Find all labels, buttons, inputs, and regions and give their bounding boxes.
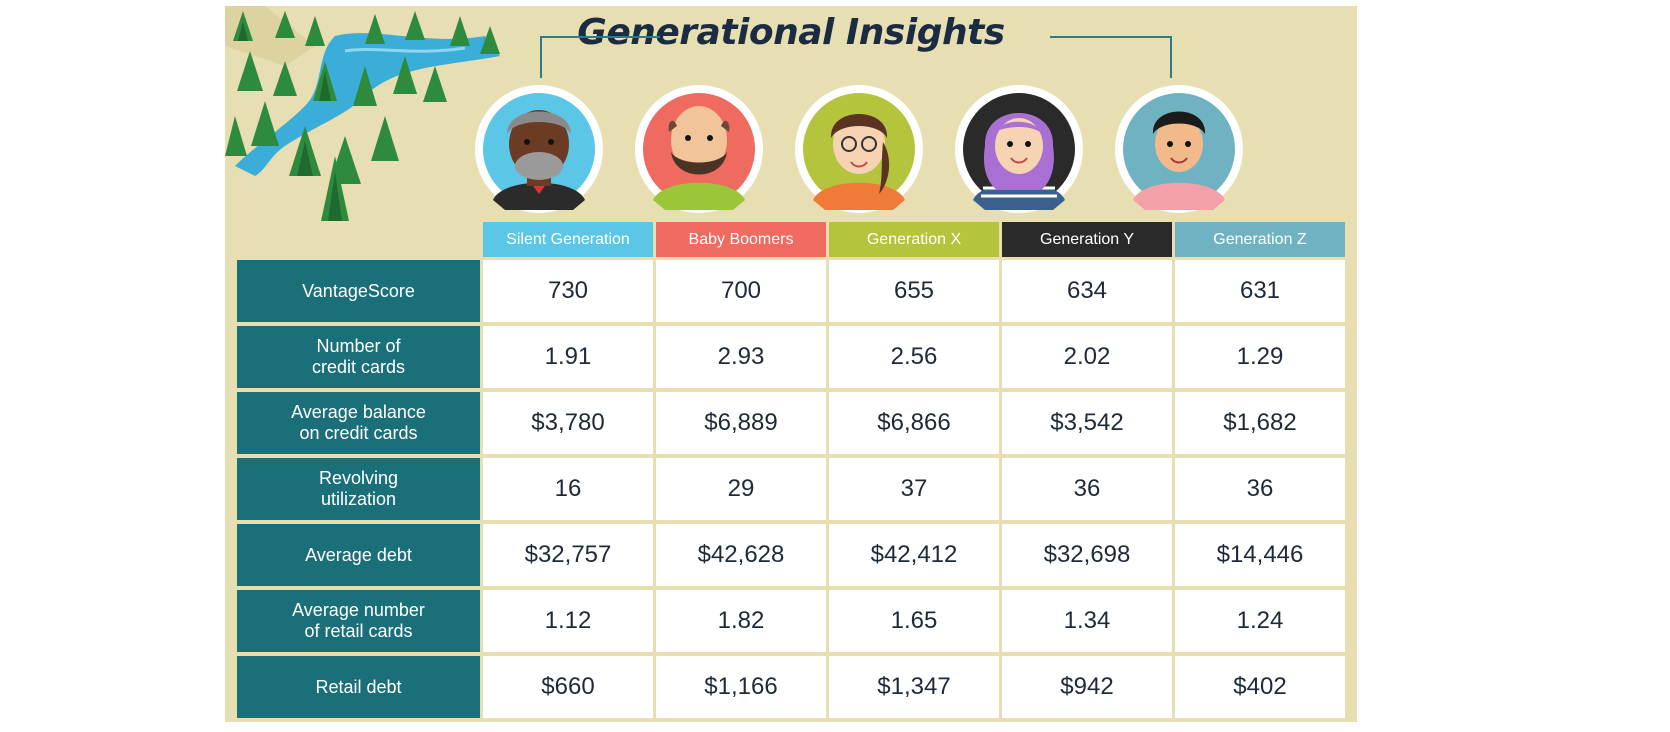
cell-generation-y: 634	[1002, 260, 1172, 322]
baby-boomers-avatar	[623, 82, 775, 216]
row-label: Average debt	[237, 524, 480, 586]
cell-generation-x: $1,347	[829, 656, 999, 718]
cell-generation-y: 36	[1002, 458, 1172, 520]
row-label: Average number of retail cards	[237, 590, 480, 652]
title-bracket-right	[1050, 36, 1170, 38]
cell-baby-boomers: 1.82	[656, 590, 826, 652]
cell-generation-y: $3,542	[1002, 392, 1172, 454]
cell-generation-z: $1,682	[1175, 392, 1345, 454]
cell-generation-x: 655	[829, 260, 999, 322]
forest-river-illustration	[225, 6, 500, 221]
cell-generation-x: $42,412	[829, 524, 999, 586]
cell-generation-z: 1.29	[1175, 326, 1345, 388]
cell-silent-generation: 1.91	[483, 326, 653, 388]
cell-generation-y: 1.34	[1002, 590, 1172, 652]
cell-generation-y: $32,698	[1002, 524, 1172, 586]
cell-generation-z: 631	[1175, 260, 1345, 322]
infographic-panel: Generational Insights	[225, 6, 1357, 722]
cell-baby-boomers: 29	[656, 458, 826, 520]
row-label: Retail debt	[237, 656, 480, 718]
cell-generation-z: 36	[1175, 458, 1345, 520]
page-title: Generational Insights	[577, 12, 1005, 53]
header-baby-boomers: Baby Boomers	[656, 222, 826, 257]
generation-x-avatar	[783, 82, 935, 216]
row-label: Average balance on credit cards	[237, 392, 480, 454]
header-generation-x: Generation X	[829, 222, 999, 257]
row-label: VantageScore	[237, 260, 480, 322]
cell-silent-generation: 16	[483, 458, 653, 520]
cell-silent-generation: 1.12	[483, 590, 653, 652]
generation-y-avatar	[943, 82, 1095, 216]
header-generation-z: Generation Z	[1175, 222, 1345, 257]
generation-z-avatar	[1103, 82, 1255, 216]
cell-generation-z: $14,446	[1175, 524, 1345, 586]
header-silent-generation: Silent Generation	[483, 222, 653, 257]
cell-baby-boomers: 2.93	[656, 326, 826, 388]
row-label: Number of credit cards	[237, 326, 480, 388]
cell-generation-y: $942	[1002, 656, 1172, 718]
cell-baby-boomers: $1,166	[656, 656, 826, 718]
title-bracket-left	[540, 36, 660, 38]
title-bracket-right-drop	[1170, 36, 1172, 78]
cell-generation-x: $6,866	[829, 392, 999, 454]
cell-baby-boomers: 700	[656, 260, 826, 322]
cell-baby-boomers: $42,628	[656, 524, 826, 586]
cell-silent-generation: $660	[483, 656, 653, 718]
row-label: Revolving utilization	[237, 458, 480, 520]
cell-silent-generation: $3,780	[483, 392, 653, 454]
cell-generation-x: 1.65	[829, 590, 999, 652]
silent-generation-avatar	[463, 82, 615, 216]
cell-silent-generation: $32,757	[483, 524, 653, 586]
cell-generation-x: 37	[829, 458, 999, 520]
header-generation-y: Generation Y	[1002, 222, 1172, 257]
cell-generation-z: $402	[1175, 656, 1345, 718]
title-bracket-left-drop	[540, 36, 542, 78]
cell-generation-y: 2.02	[1002, 326, 1172, 388]
cell-silent-generation: 730	[483, 260, 653, 322]
cell-generation-x: 2.56	[829, 326, 999, 388]
cell-generation-z: 1.24	[1175, 590, 1345, 652]
cell-baby-boomers: $6,889	[656, 392, 826, 454]
